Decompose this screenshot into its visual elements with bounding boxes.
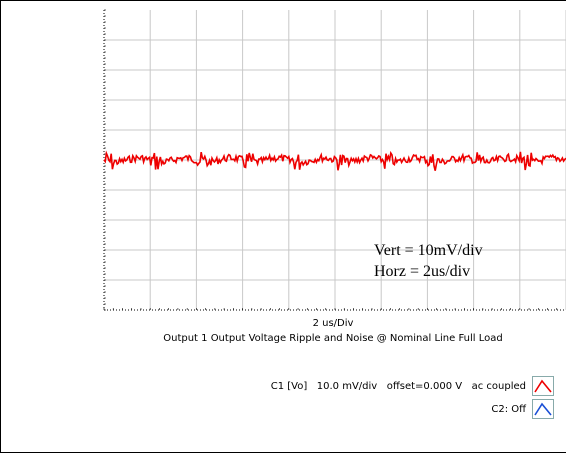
channel-2-waveform-icon[interactable] bbox=[532, 399, 554, 419]
legend-channel-1: C1 [Vo] 10.0 mV/div offset=0.000 V ac co… bbox=[271, 376, 554, 396]
legend-channel-2-label: C2: Off bbox=[491, 403, 526, 415]
series-c1-vo-trace bbox=[103, 150, 566, 171]
legend-channel-1-label: C1 [Vo] 10.0 mV/div offset=0.000 V ac co… bbox=[270, 380, 526, 392]
channel-1-waveform-icon[interactable] bbox=[532, 376, 554, 396]
annotation-horizontal-scale: Horz = 2us/div bbox=[374, 263, 471, 280]
annotation-vertical-scale: Vert = 10mV/div bbox=[374, 242, 483, 259]
legend-channel-2: C2: Off bbox=[491, 399, 554, 419]
x-axis-scale-label: 2 us/Div bbox=[312, 318, 354, 329]
chart-title: Output 1 Output Voltage Ripple and Noise… bbox=[163, 333, 503, 344]
